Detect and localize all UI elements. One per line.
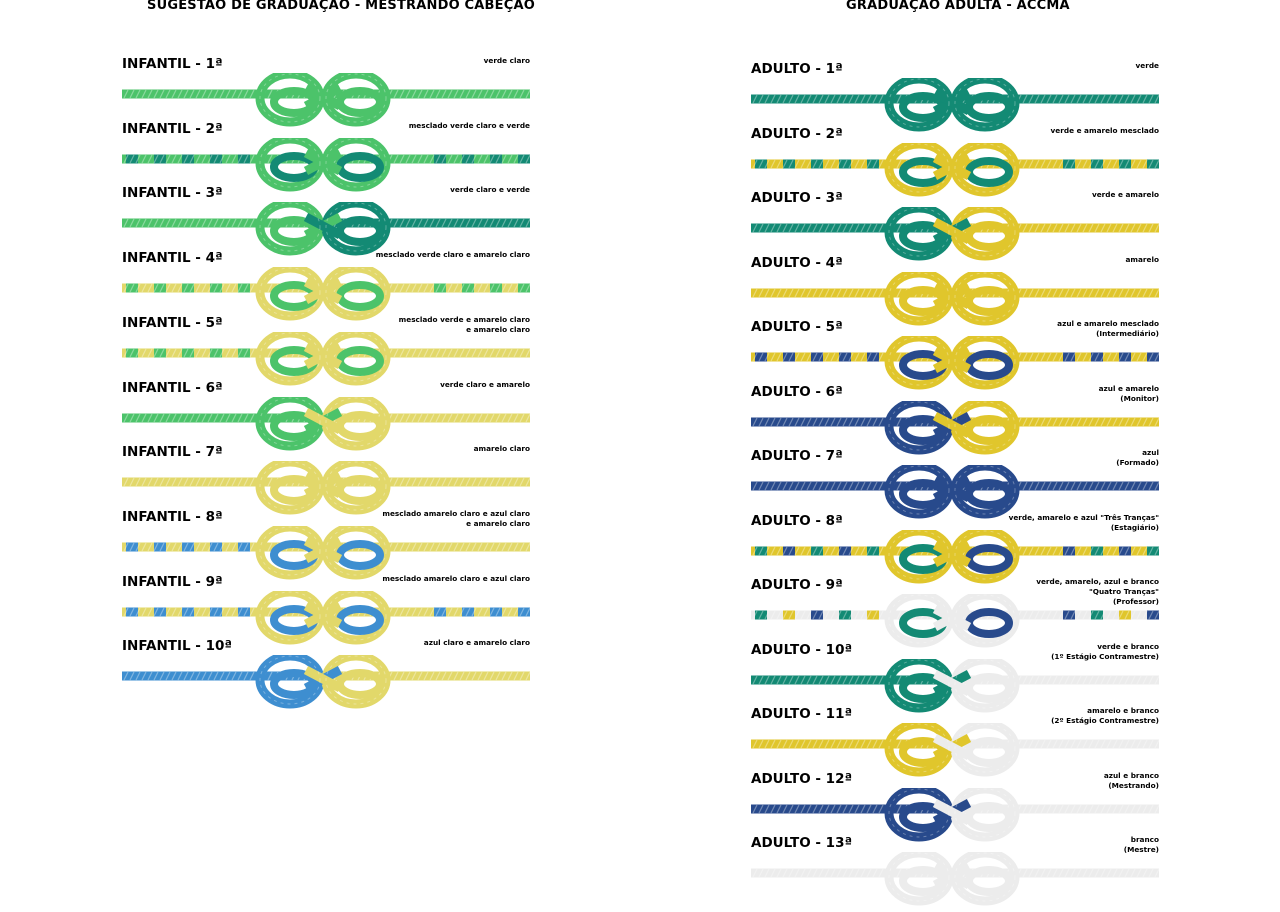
cord-knot-icon [122, 590, 530, 645]
graduation-label: ADULTO - 5ª [751, 319, 843, 335]
cord-knot-icon [122, 137, 530, 192]
cord-color-description: mesclado verde claro e verde [408, 120, 530, 130]
cord-row: INFANTIL - 6ª verde claro e amarelo [122, 379, 530, 450]
cord-color-description: verde, amarelo e azul "Três Tranças" (Es… [1008, 512, 1159, 532]
cord-row: ADULTO - 10ª verde e branco (1º Estágio C… [751, 641, 1159, 712]
graduation-label: INFANTIL - 4ª [122, 250, 223, 267]
cord-color-description: azul claro e amarelo claro [423, 638, 530, 648]
cord-knot-icon [751, 400, 1159, 454]
cord-color-description: verde e amarelo mesclado [1050, 125, 1159, 135]
cord-color-description: azul e amarelo (Monitor) [1098, 383, 1159, 403]
cord-knot-icon [751, 852, 1159, 906]
cord-row: INFANTIL - 9ª mesclado amarelo claro e az… [122, 573, 530, 645]
graduation-label: INFANTIL - 10ª [122, 638, 232, 655]
cord-row: INFANTIL - 4ª mesclado verde claro e amar… [122, 250, 530, 321]
graduation-label: ADULTO - 13ª [751, 835, 853, 851]
graduation-label: INFANTIL - 3ª [122, 185, 223, 202]
cord-knot-icon [751, 658, 1159, 712]
cord-knot-icon [751, 207, 1159, 261]
graduation-label: ADULTO - 4ª [751, 254, 843, 271]
graduation-label: ADULTO - 7ª [751, 448, 843, 464]
cord-color-description: azul (Formado) [1116, 448, 1159, 467]
cord-knot-icon [122, 461, 530, 515]
cord-row: ADULTO - 2ª verde e amarelo mesclado [751, 125, 1159, 196]
cord-row: ADULTO - 6ª azul e amarelo (Monitor) [751, 383, 1159, 454]
cord-knot-icon [122, 267, 530, 321]
cord-color-description: branco (Mestre) [1123, 835, 1159, 854]
graduation-label: ADULTO - 3ª [751, 190, 843, 206]
cord-color-description: azul e amarelo mesclado (Intermediário) [1057, 319, 1159, 338]
graduation-label: ADULTO - 6ª [751, 383, 843, 400]
cord-knot-icon [122, 525, 530, 580]
cord-knot-icon [122, 202, 530, 256]
graduation-label: ADULTO - 11ª [751, 706, 853, 722]
cord-row: INFANTIL - 2ª mesclado verde claro e verd… [122, 120, 530, 192]
cord-color-description: mesclado amarelo claro e azul claro e am… [382, 508, 530, 528]
cord-knot-icon [122, 331, 530, 386]
cord-row: INFANTIL - 5ª mesclado verde e amarelo cl… [122, 314, 530, 386]
cord-row: ADULTO - 3ª verde e amarelo [751, 190, 1159, 261]
cord-row: INFANTIL - 8ª mesclado amarelo claro e az… [122, 508, 530, 580]
left-column-title: SUGESTÃO DE GRADUAÇÃO - MESTRANDO CABEÇÃ… [147, 0, 535, 13]
cord-row: ADULTO - 13ª branco (Mestre) [751, 835, 1159, 906]
graduation-label: INFANTIL - 6ª [122, 379, 223, 396]
cord-knot-icon [751, 78, 1159, 132]
cord-row: INFANTIL - 1ª verde claro [122, 56, 530, 127]
cord-color-description: verde e branco (1º Estágio Contramestre) [1051, 641, 1159, 661]
graduation-label: ADULTO - 10ª [751, 641, 853, 658]
graduation-label: INFANTIL - 2ª [122, 120, 223, 137]
cord-color-description: amarelo e branco (2º Estágio Contramestr… [1051, 706, 1159, 725]
cord-knot-icon [122, 655, 530, 709]
cord-row: ADULTO - 7ª azul (Formado) [751, 448, 1159, 519]
cord-knot-icon [751, 529, 1159, 583]
cord-knot-icon [122, 73, 530, 127]
cord-color-description: amarelo [1125, 254, 1159, 264]
graduation-label: ADULTO - 12ª [751, 770, 853, 787]
cord-knot-icon [751, 787, 1159, 841]
cord-row: ADULTO - 8ª verde, amarelo e azul "Três T… [751, 512, 1159, 583]
cord-color-description: verde claro [483, 56, 530, 65]
cord-knot-icon [751, 594, 1159, 648]
cord-color-description: verde e amarelo [1091, 190, 1159, 199]
cord-row: ADULTO - 12ª azul e branco (Mestrando) [751, 770, 1159, 841]
cord-knot-icon [751, 723, 1159, 777]
graduation-label: ADULTO - 8ª [751, 512, 843, 529]
graduation-label: ADULTO - 9ª [751, 577, 843, 593]
cord-color-description: mesclado amarelo claro e azul claro [382, 573, 530, 583]
graduation-label: ADULTO - 2ª [751, 125, 843, 142]
cord-color-description: verde claro e verde [450, 185, 530, 195]
graduation-label: ADULTO - 1ª [751, 61, 843, 77]
cord-color-description: verde claro e amarelo [440, 379, 530, 389]
cord-knot-icon [751, 142, 1159, 196]
cord-color-description: mesclado verde e amarelo claro e amarelo… [398, 314, 530, 334]
graduation-label: INFANTIL - 8ª [122, 508, 223, 525]
cord-color-description: mesclado verde claro e amarelo claro [375, 250, 530, 260]
cord-knot-icon [122, 396, 530, 450]
cord-color-description: verde, amarelo, azul e branco "Quatro Tr… [1036, 577, 1159, 606]
graduation-label: INFANTIL - 1ª [122, 56, 223, 72]
cord-row: INFANTIL - 7ª amarelo claro [122, 444, 530, 515]
cord-row: INFANTIL - 10ª azul claro e amarelo claro [122, 638, 530, 709]
graduation-label: INFANTIL - 9ª [122, 573, 223, 590]
cord-row: INFANTIL - 3ª verde claro e verde [122, 185, 530, 256]
cord-row: ADULTO - 1ª verde [751, 61, 1159, 132]
cord-knot-icon [751, 271, 1159, 325]
cord-row: ADULTO - 11ª amarelo e branco (2º Estágio… [751, 706, 1159, 777]
graduation-label: INFANTIL - 7ª [122, 444, 223, 461]
right-column-title: GRADUAÇÃO ADULTA - ACCMA [846, 0, 1070, 13]
cord-color-description: azul e branco (Mestrando) [1103, 770, 1159, 790]
cord-row: ADULTO - 9ª verde, amarelo, azul e branco… [751, 577, 1159, 648]
cord-knot-icon [751, 336, 1159, 390]
cord-knot-icon [751, 465, 1159, 519]
graduation-label: INFANTIL - 5ª [122, 314, 223, 331]
cord-color-description: verde [1135, 61, 1159, 70]
cord-row: ADULTO - 5ª azul e amarelo mesclado (Inte… [751, 319, 1159, 390]
cord-row: ADULTO - 4ª amarelo [751, 254, 1159, 325]
cord-color-description: amarelo claro [473, 444, 530, 454]
